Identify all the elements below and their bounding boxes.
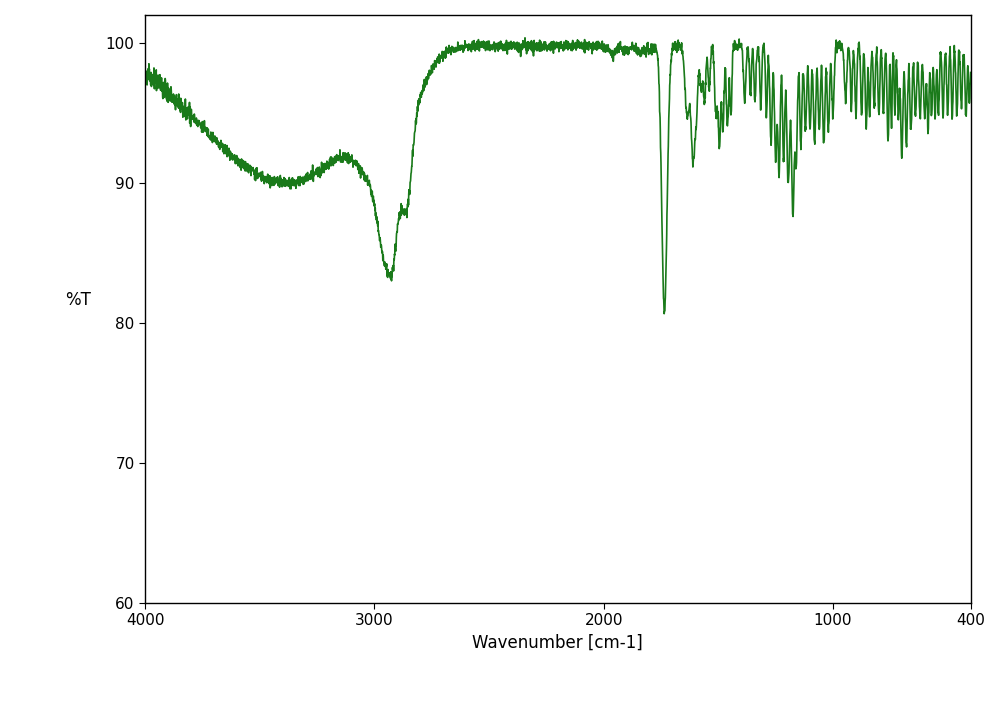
Y-axis label: %T: %T bbox=[65, 291, 91, 309]
X-axis label: Wavenumber [cm-1]: Wavenumber [cm-1] bbox=[472, 634, 643, 652]
